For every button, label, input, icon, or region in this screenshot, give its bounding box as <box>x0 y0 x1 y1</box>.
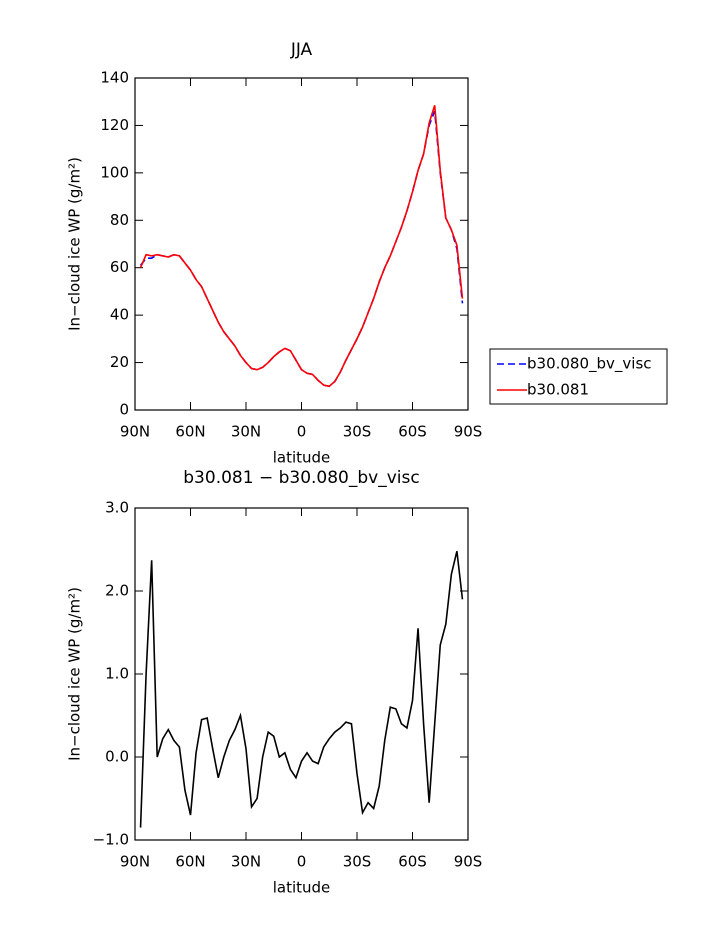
chart-title: b30.081 − b30.080_bv_visc <box>183 468 419 488</box>
x-tick-label: 30N <box>231 853 261 871</box>
y-tick-label: 3.0 <box>105 499 129 517</box>
y-tick-label: 1.0 <box>105 665 129 683</box>
legend-label: b30.080_bv_visc <box>527 355 652 374</box>
x-tick-label: 30S <box>343 423 372 441</box>
y-tick-label: 140 <box>100 69 129 87</box>
y-tick-label: 40 <box>110 306 129 324</box>
y-axis-label: In−cloud ice WP (g/m²) <box>66 157 84 331</box>
y-tick-label: 0.0 <box>105 748 129 766</box>
chart-title: JJA <box>290 40 313 60</box>
data-line <box>139 110 464 388</box>
x-tick-label: 60N <box>175 423 205 441</box>
y-tick-label: 120 <box>100 116 129 134</box>
x-tick-label: 30S <box>343 853 372 871</box>
legend-box <box>489 348 668 405</box>
x-tick-label: 60S <box>398 423 427 441</box>
x-axis-label: latitude <box>273 449 331 467</box>
x-tick-label: 90N <box>120 423 150 441</box>
x-tick-label: 90N <box>120 853 150 871</box>
y-tick-label: 20 <box>110 353 129 371</box>
x-axis-label: latitude <box>273 879 331 897</box>
data-line <box>139 550 464 828</box>
y-tick-label: 80 <box>110 211 129 229</box>
x-tick-label: 60S <box>398 853 427 871</box>
x-tick-label: 60N <box>175 853 205 871</box>
x-tick-label: 90S <box>454 853 483 871</box>
x-tick-label: 30N <box>231 423 261 441</box>
x-tick-label: 0 <box>297 423 307 441</box>
x-tick-label: 0 <box>297 853 307 871</box>
data-line <box>139 105 464 388</box>
legend-label: b30.081 <box>527 381 589 399</box>
y-tick-label: −1.0 <box>93 831 129 849</box>
y-tick-label: 100 <box>100 163 129 181</box>
y-axis-label: In−cloud ice WP (g/m²) <box>66 587 84 761</box>
y-tick-label: 60 <box>110 258 129 276</box>
y-tick-label: 0 <box>119 401 129 419</box>
plot-frame <box>134 77 469 411</box>
y-tick-label: 2.0 <box>105 582 129 600</box>
x-tick-label: 90S <box>454 423 483 441</box>
